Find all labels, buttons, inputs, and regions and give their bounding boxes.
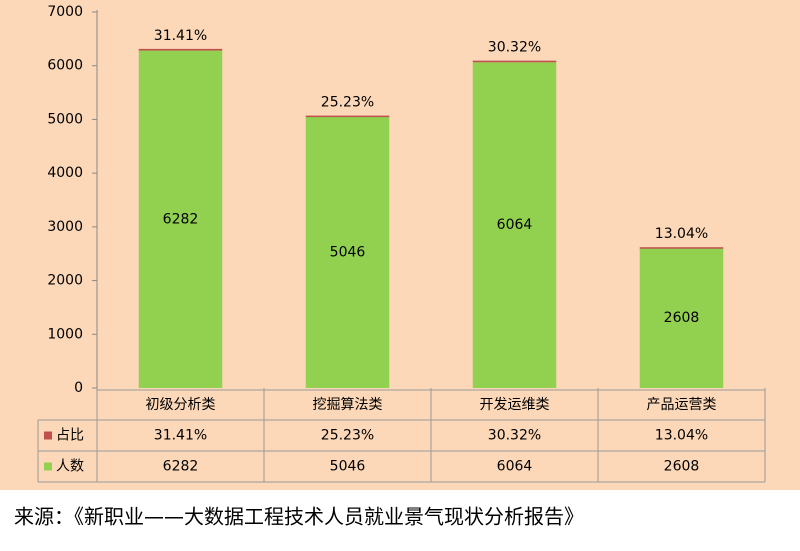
table-value: 6064 bbox=[497, 459, 533, 475]
bar-segment bbox=[305, 116, 390, 389]
data-label: 2608 bbox=[664, 310, 700, 326]
table-value: 30.32% bbox=[488, 428, 541, 444]
data-label: 6064 bbox=[497, 217, 533, 233]
chart-background bbox=[0, 0, 800, 490]
table-value: 31.41% bbox=[154, 428, 207, 444]
x-tick-label: 挖掘算法类 bbox=[313, 397, 383, 413]
legend-label: 占比 bbox=[56, 428, 84, 444]
y-tick-label: 2000 bbox=[47, 273, 83, 289]
data-label: 13.04% bbox=[655, 226, 708, 242]
table-value: 6282 bbox=[163, 459, 199, 475]
data-label: 5046 bbox=[330, 244, 366, 260]
y-tick-label: 0 bbox=[74, 380, 83, 396]
table-value: 13.04% bbox=[655, 428, 708, 444]
x-tick-label: 产品运营类 bbox=[647, 397, 717, 413]
y-tick-label: 7000 bbox=[47, 4, 83, 20]
y-tick-label: 4000 bbox=[47, 165, 83, 181]
data-label: 6282 bbox=[163, 211, 199, 227]
bar-segment bbox=[472, 60, 557, 63]
y-tick-label: 5000 bbox=[47, 111, 83, 127]
data-label: 31.41% bbox=[154, 28, 207, 44]
y-tick-label: 6000 bbox=[47, 58, 83, 74]
x-tick-label: 初级分析类 bbox=[146, 396, 216, 413]
data-label: 25.23% bbox=[321, 95, 374, 111]
source-note: 来源：《新职业——大数据工程技术人员就业景气现状分析报告》 bbox=[14, 505, 584, 529]
bar-segment bbox=[138, 50, 223, 388]
y-tick-label: 1000 bbox=[47, 326, 83, 342]
table-value: 5046 bbox=[330, 459, 366, 475]
x-tick-label: 开发运维类 bbox=[480, 397, 550, 413]
bar-segment bbox=[305, 115, 390, 118]
bar-segment bbox=[639, 247, 724, 249]
legend-key bbox=[44, 431, 52, 440]
legend-key bbox=[44, 462, 52, 471]
table-value: 25.23% bbox=[321, 428, 374, 444]
legend-label: 人数 bbox=[56, 459, 84, 475]
data-label: 30.32% bbox=[488, 40, 541, 56]
bar-segment bbox=[472, 62, 557, 388]
bar-segment bbox=[639, 247, 724, 388]
y-tick-label: 3000 bbox=[47, 219, 83, 235]
bar-segment bbox=[138, 48, 223, 51]
table-value: 2608 bbox=[664, 459, 700, 475]
